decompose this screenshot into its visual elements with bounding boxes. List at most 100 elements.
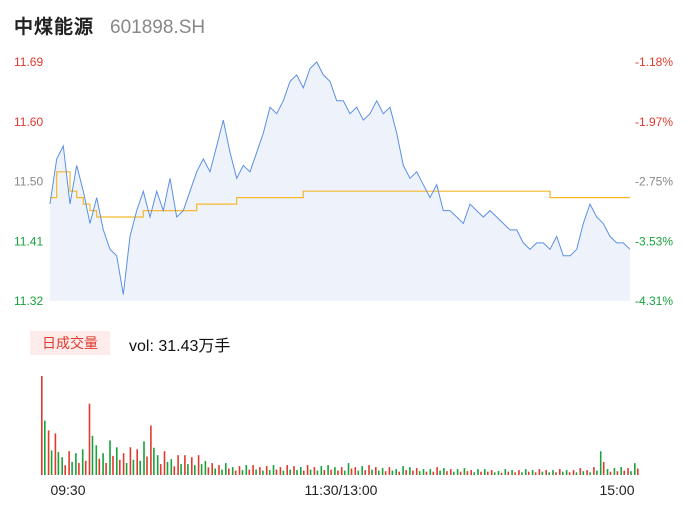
time-tick-label: 09:30	[50, 482, 85, 498]
volume-bar	[303, 470, 305, 475]
price-area	[50, 62, 630, 301]
volume-bar	[354, 467, 357, 475]
volume-bar	[119, 459, 121, 475]
volume-bar	[334, 467, 336, 475]
volume-bar	[262, 470, 264, 475]
stock-code: 601898.SH	[110, 17, 206, 38]
volume-bar	[350, 468, 353, 475]
volume-bar	[309, 469, 312, 475]
volume-bar	[225, 463, 227, 475]
volume-bar	[409, 467, 411, 475]
daily-volume-tab[interactable]: 日成交量	[30, 331, 110, 355]
volume-bar	[412, 470, 414, 475]
volume-bar	[593, 467, 595, 475]
volume-bar	[95, 445, 98, 475]
percent-tick-label: -4.31%	[635, 294, 673, 308]
volume-bar	[272, 465, 275, 475]
volume-bar	[129, 447, 132, 475]
volume-bar	[504, 469, 507, 475]
price-tick-label: 11.32	[14, 294, 43, 308]
volume-bar	[343, 470, 346, 475]
volume-bar	[153, 447, 155, 475]
percent-tick-label: -1.18%	[635, 55, 673, 69]
volume-bar	[102, 453, 104, 475]
average-line-layer	[50, 171, 630, 218]
volume-bar	[88, 403, 91, 475]
volume-bar	[231, 467, 234, 475]
volume-bar	[255, 469, 257, 475]
volume-bar	[132, 459, 135, 475]
volume-bar	[599, 451, 602, 475]
price-line	[49, 61, 631, 295]
volume-bar	[575, 472, 578, 475]
volume-bar	[81, 449, 84, 475]
volume-bar	[159, 464, 162, 475]
volume-bar	[405, 470, 407, 475]
volume-bar	[589, 472, 591, 475]
volume-bar	[388, 467, 391, 475]
volume-bar	[634, 463, 636, 475]
volume-bar	[286, 465, 288, 475]
volume-bar	[613, 468, 616, 475]
volume-bar	[432, 471, 435, 475]
volume-bar	[514, 472, 516, 475]
volume-bar	[75, 453, 77, 475]
volume-bar	[456, 469, 459, 475]
volume-bar	[91, 435, 94, 475]
volume-bar	[64, 465, 66, 475]
volume-bar	[480, 471, 482, 475]
volume-bar	[579, 468, 582, 475]
price-tick-label: 11.69	[14, 55, 43, 69]
volume-bar	[545, 470, 547, 476]
volume-bar	[493, 472, 496, 475]
volume-bar	[527, 471, 530, 475]
price-area-layer	[50, 62, 630, 301]
volume-bar	[500, 472, 503, 475]
volume-bar	[582, 471, 585, 475]
volume-bar	[204, 461, 207, 475]
percent-tick-label: -2.75%	[635, 175, 673, 189]
volume-bar	[531, 470, 534, 476]
volume-bar	[259, 467, 261, 475]
percent-tick-label: -1.97%	[635, 115, 673, 129]
volume-bar	[180, 464, 182, 475]
volume-bar	[245, 465, 248, 475]
volume-bar	[555, 472, 557, 475]
volume-bar	[439, 470, 441, 475]
volume-bar	[143, 441, 145, 475]
stock-name: 中煤能源	[14, 17, 95, 38]
volume-bar	[41, 376, 43, 475]
volume-bar	[136, 449, 138, 475]
volume-bar	[211, 463, 213, 475]
volume-bar	[450, 469, 452, 475]
volume-bar	[187, 464, 189, 475]
volume-bar	[61, 457, 63, 475]
volume-bar	[84, 460, 87, 475]
volume-bar	[422, 469, 425, 475]
volume-bar	[337, 470, 339, 475]
volume-bar	[98, 458, 101, 475]
price-line-layer	[49, 61, 631, 295]
volume-bar	[68, 451, 70, 475]
volume-bar	[637, 468, 639, 475]
volume-bar	[384, 471, 387, 475]
volume-bar	[122, 453, 125, 475]
volume-bar	[541, 471, 544, 475]
volume-bar	[252, 465, 254, 475]
volume-bar	[415, 468, 418, 475]
volume-bar	[78, 463, 80, 475]
volume-bar	[150, 425, 152, 475]
percent-tick-label: -3.53%	[635, 234, 673, 248]
volume-bar	[484, 469, 486, 475]
volume-bar	[221, 469, 223, 475]
volume-bar	[620, 467, 622, 475]
volume-bar	[586, 470, 588, 476]
volume-bar	[340, 467, 343, 475]
volume-bar	[268, 470, 271, 475]
volume-bar	[357, 470, 360, 475]
volume-bar	[228, 468, 230, 475]
volume-bar	[602, 461, 605, 475]
volume-bar	[347, 463, 350, 475]
volume-bar	[57, 452, 60, 475]
volume-bar	[300, 467, 302, 475]
